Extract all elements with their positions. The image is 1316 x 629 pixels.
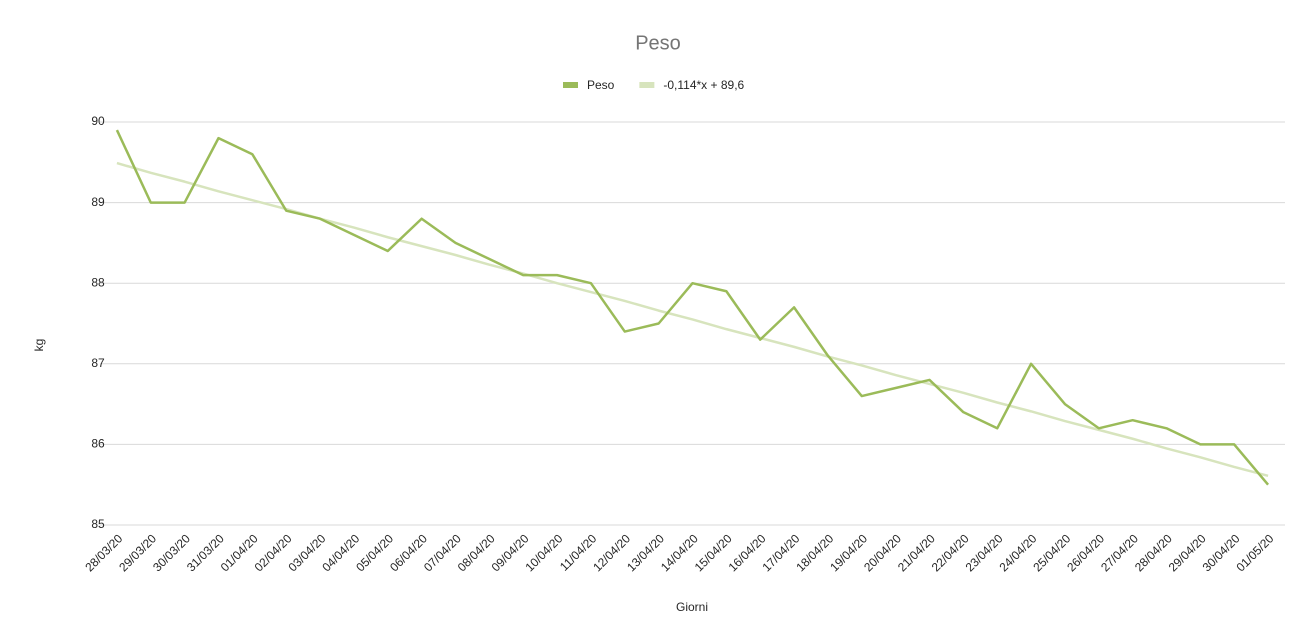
legend-label: Peso [587, 78, 615, 92]
x-axis-title: Giorni [676, 600, 708, 614]
legend-label: -0,114*x + 89,6 [663, 78, 744, 92]
legend-swatch [563, 82, 578, 88]
x-tick-label: 01/05/20 [1234, 531, 1277, 574]
series-line [115, 129, 1270, 486]
y-tick-label: 90 [91, 114, 105, 128]
x-tick-label: 10/04/20 [523, 531, 566, 574]
y-tick-label: 87 [91, 356, 105, 370]
y-tick-label: 89 [91, 195, 105, 209]
series-line [116, 161, 1269, 478]
y-tick-label: 88 [91, 275, 105, 289]
y-tick-label: 86 [91, 437, 105, 451]
chart-title: Peso [635, 32, 681, 54]
y-tick-label: 85 [91, 517, 105, 531]
y-axis-title: kg [32, 339, 46, 352]
legend-swatch [639, 82, 655, 88]
